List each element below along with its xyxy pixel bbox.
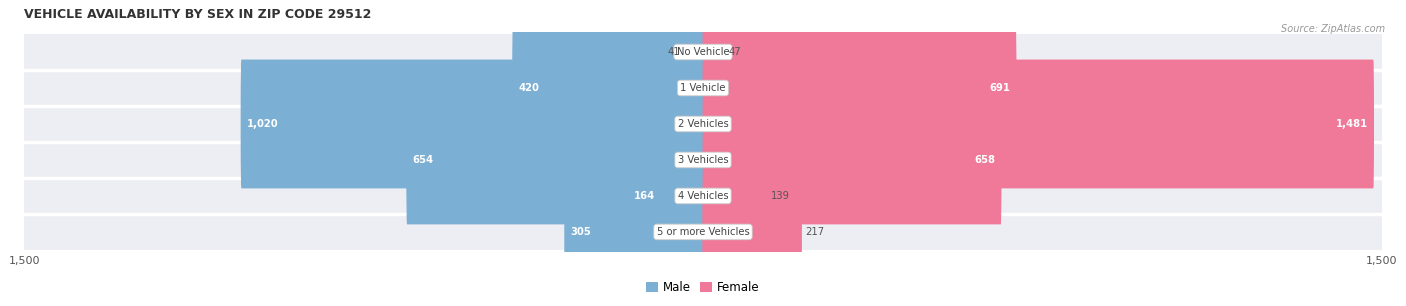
FancyBboxPatch shape <box>1 178 1405 214</box>
Text: 47: 47 <box>728 47 741 57</box>
FancyBboxPatch shape <box>1 106 1405 142</box>
Text: 654: 654 <box>412 155 433 165</box>
Text: 5 or more Vehicles: 5 or more Vehicles <box>657 227 749 237</box>
FancyBboxPatch shape <box>240 60 703 188</box>
FancyBboxPatch shape <box>703 24 1017 152</box>
Text: 164: 164 <box>634 191 655 201</box>
FancyBboxPatch shape <box>703 132 766 260</box>
FancyBboxPatch shape <box>1 70 1405 106</box>
Legend: Male, Female: Male, Female <box>647 281 759 294</box>
Text: No Vehicle: No Vehicle <box>676 47 730 57</box>
Text: 305: 305 <box>571 227 591 237</box>
Text: VEHICLE AVAILABILITY BY SEX IN ZIP CODE 29512: VEHICLE AVAILABILITY BY SEX IN ZIP CODE … <box>24 8 371 21</box>
Text: 1,020: 1,020 <box>247 119 278 129</box>
FancyBboxPatch shape <box>1 34 1405 70</box>
Text: 3 Vehicles: 3 Vehicles <box>678 155 728 165</box>
FancyBboxPatch shape <box>703 95 1001 224</box>
FancyBboxPatch shape <box>703 0 725 116</box>
Text: 420: 420 <box>519 83 540 93</box>
Text: 217: 217 <box>806 227 825 237</box>
Text: Source: ZipAtlas.com: Source: ZipAtlas.com <box>1281 24 1385 35</box>
Text: 4 Vehicles: 4 Vehicles <box>678 191 728 201</box>
Text: 1,481: 1,481 <box>1336 119 1368 129</box>
FancyBboxPatch shape <box>703 167 801 296</box>
FancyBboxPatch shape <box>406 95 703 224</box>
FancyBboxPatch shape <box>564 167 703 296</box>
FancyBboxPatch shape <box>703 60 1374 188</box>
FancyBboxPatch shape <box>1 214 1405 250</box>
Text: 658: 658 <box>974 155 995 165</box>
Text: 2 Vehicles: 2 Vehicles <box>678 119 728 129</box>
FancyBboxPatch shape <box>683 0 703 116</box>
FancyBboxPatch shape <box>512 24 703 152</box>
Text: 691: 691 <box>990 83 1011 93</box>
Text: 1 Vehicle: 1 Vehicle <box>681 83 725 93</box>
FancyBboxPatch shape <box>628 132 703 260</box>
Text: 41: 41 <box>668 47 681 57</box>
FancyBboxPatch shape <box>1 142 1405 178</box>
Text: 139: 139 <box>770 191 789 201</box>
